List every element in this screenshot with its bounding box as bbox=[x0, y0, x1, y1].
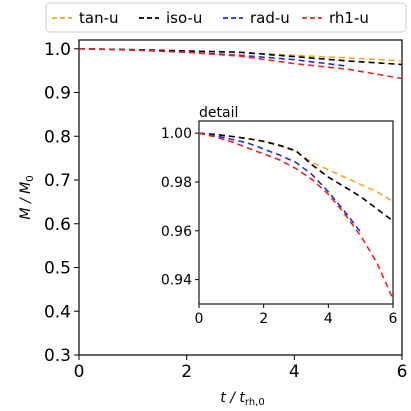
inset-plot: detail 0 2 4 6 0.94 0.96 0.98 1.00 bbox=[161, 105, 398, 327]
y-tick-label: 0.9 bbox=[44, 84, 71, 104]
inset-y-tick-label: 0.94 bbox=[161, 273, 192, 289]
main-plot-frame bbox=[78, 39, 403, 356]
inset-x-tick-label: 2 bbox=[259, 311, 268, 327]
y-tick-label: 0.5 bbox=[44, 259, 71, 279]
y-tick-label: 0.3 bbox=[44, 346, 71, 366]
inset-title: detail bbox=[199, 105, 238, 121]
y-axis-label: M / M0 bbox=[18, 175, 36, 219]
inset-x-tick-label: 6 bbox=[389, 311, 398, 327]
inset-y-tick-label: 0.96 bbox=[161, 224, 192, 240]
inset-series-line-rh1-u bbox=[198, 132, 394, 300]
y-tick-label: 0.4 bbox=[44, 302, 71, 322]
x-tick-label: 6 bbox=[397, 362, 408, 382]
inset-plot-frame bbox=[198, 120, 394, 305]
inset-series-line-rad-u bbox=[198, 132, 362, 233]
inset-x-tick-label: 0 bbox=[195, 311, 204, 327]
inset-y-tick-label: 1.00 bbox=[161, 126, 192, 142]
y-tick-label: 0.6 bbox=[44, 215, 71, 235]
inset-x-tick-label: 4 bbox=[324, 311, 333, 327]
legend-label-rad-u: rad-u bbox=[250, 9, 290, 27]
x-tick-label: 4 bbox=[289, 362, 300, 382]
x-tick-label: 0 bbox=[74, 362, 85, 382]
x-axis-label: t / trh,0 bbox=[220, 390, 264, 408]
legend-label-tan-u: tan-u bbox=[79, 9, 119, 27]
y-tick-label: 0.7 bbox=[44, 171, 71, 191]
main-plot: 0 2 4 6 0.3 0.4 0.5 0.6 0.7 0.8 0.9 1.0 t / trh,0 M /… bbox=[18, 39, 408, 408]
legend-label-iso-u: iso-u bbox=[166, 9, 202, 27]
legend-label-rh1-u: rh1-u bbox=[329, 9, 369, 27]
inset-y-tick-label: 0.98 bbox=[161, 175, 192, 191]
y-tick-label: 1.0 bbox=[44, 40, 71, 60]
legend: tan-u iso-u rad-u rh1-u bbox=[45, 2, 407, 33]
x-tick-label: 2 bbox=[181, 362, 192, 382]
inset-series-line-iso-u bbox=[198, 132, 394, 222]
main-series-line-rh1-u bbox=[78, 47, 403, 80]
y-tick-label: 0.8 bbox=[44, 127, 71, 147]
